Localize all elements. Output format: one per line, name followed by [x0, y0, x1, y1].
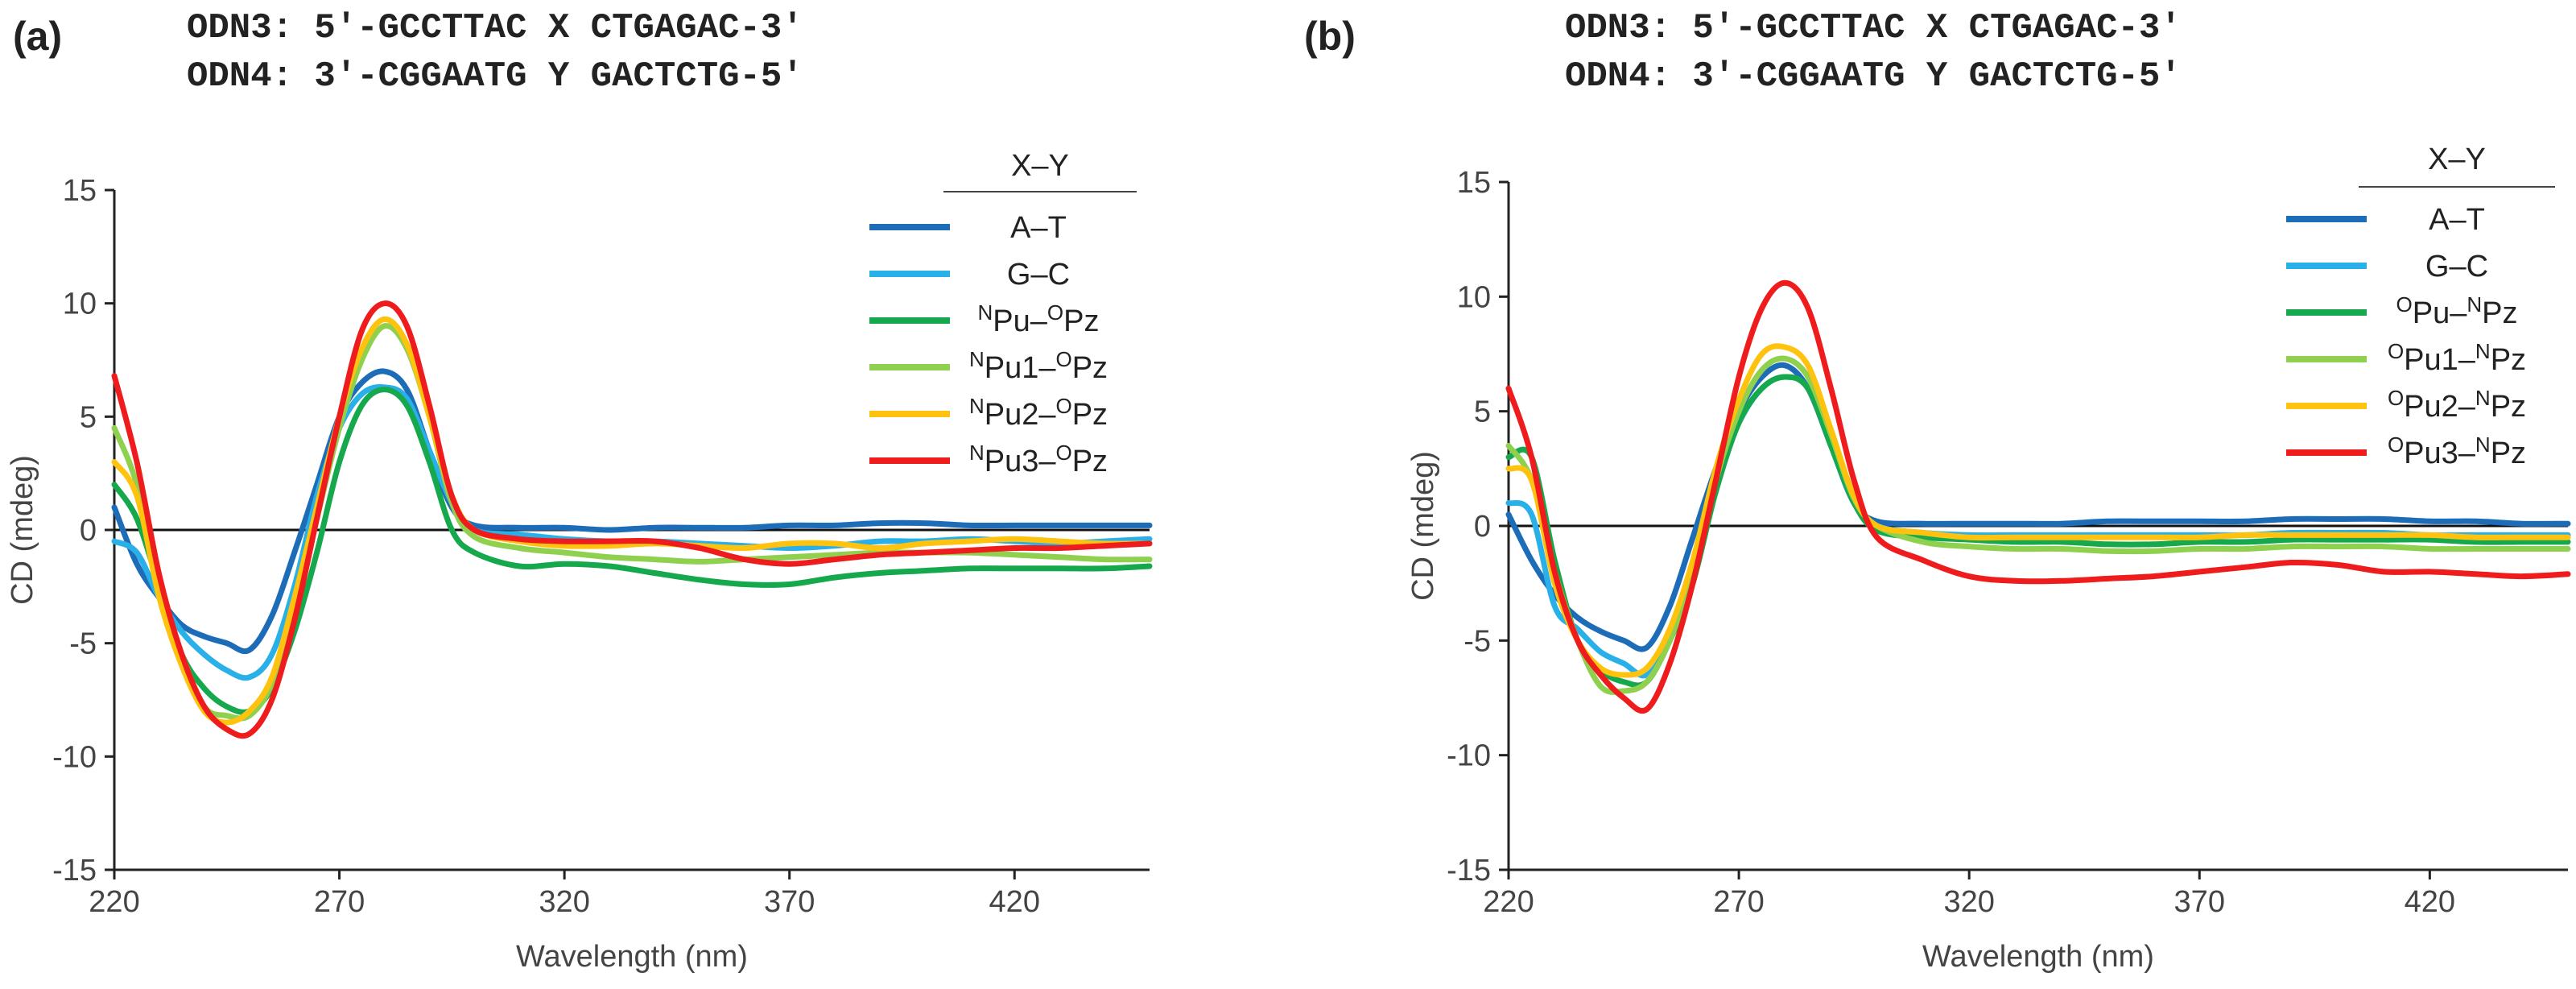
y-tick-label: -5	[69, 627, 97, 661]
series-line	[1505, 279, 2571, 714]
legend-label: NPu3–OPz	[969, 441, 1108, 478]
legend-label: A–T	[2429, 203, 2485, 237]
legend-title: X–Y	[1011, 149, 1069, 183]
legend-label: OPu3–NPz	[2388, 432, 2526, 470]
x-tick-label: 320	[539, 885, 589, 919]
legend-title: X–Y	[2428, 143, 2486, 176]
sequence-odn4: ODN4: 3′-CGGAATG Y GACTCTG-5′	[187, 56, 803, 97]
x-tick-label: 220	[1483, 885, 1534, 919]
sequence-odn3: ODN3: 5′-GCCTTAC X CTGAGAC-3′	[187, 8, 803, 48]
x-tick-label: 270	[314, 885, 365, 919]
legend-label: OPu2–NPz	[2388, 386, 2526, 424]
x-tick-label: 370	[2174, 885, 2225, 919]
x-tick-label: 320	[1943, 885, 1994, 919]
y-tick-label: -10	[52, 740, 97, 774]
panel-b: (b) ODN3: 5′-GCCTTAC X CTGAGAC-3′ ODN4: …	[1288, 0, 2576, 989]
y-tick-label: -10	[1447, 739, 1491, 773]
legend-label: OPu–NPz	[2396, 292, 2518, 330]
legend-label: G–C	[2425, 250, 2488, 283]
legend-label: A–T	[1010, 211, 1067, 245]
legend-label: NPu2–OPz	[969, 394, 1108, 432]
legend-label: G–C	[1007, 258, 1070, 292]
x-axis-label: Wavelength (nm)	[516, 940, 748, 974]
sequence-odn4: ODN4: 3′-CGGAATG Y GACTCTG-5′	[1565, 56, 2182, 97]
x-tick-label: 270	[1713, 885, 1764, 919]
x-axis-label: Wavelength (nm)	[1922, 940, 2154, 974]
series-line	[111, 387, 1153, 715]
y-tick-label: -15	[1447, 854, 1491, 888]
legend-label: OPu1–NPz	[2388, 339, 2526, 377]
y-tick-label: 10	[1457, 280, 1491, 314]
x-tick-label: 370	[764, 885, 815, 919]
sequence-odn3: ODN3: 5′-GCCTTAC X CTGAGAC-3′	[1565, 8, 2182, 48]
y-tick-label: 0	[80, 514, 97, 548]
y-tick-label: 0	[1474, 510, 1491, 544]
y-axis-label: CD (mdeg)	[1406, 451, 1440, 601]
legend-label: NPu1–OPz	[969, 347, 1108, 385]
x-tick-label: 220	[89, 885, 139, 919]
y-tick-label: 10	[63, 288, 97, 321]
y-tick-label: -15	[52, 854, 97, 888]
y-tick-label: 15	[63, 174, 97, 208]
y-tick-label: -5	[1463, 624, 1491, 658]
panel-label: (a)	[13, 14, 63, 59]
series-line	[111, 300, 1153, 739]
x-tick-label: 420	[2405, 885, 2455, 919]
y-tick-label: 5	[1474, 395, 1491, 429]
legend-label: NPu–OPz	[978, 300, 1100, 338]
y-axis-label: CD (mdeg)	[6, 455, 39, 605]
y-tick-label: 15	[1457, 166, 1491, 200]
panel-label: (b)	[1304, 14, 1356, 59]
series-line	[1505, 343, 2571, 678]
x-tick-label: 420	[989, 885, 1040, 919]
panel-a: (a) ODN3: 5′-GCCTTAC X CTGAGAC-3′ ODN4: …	[6, 8, 1153, 974]
y-tick-label: 5	[80, 400, 97, 434]
